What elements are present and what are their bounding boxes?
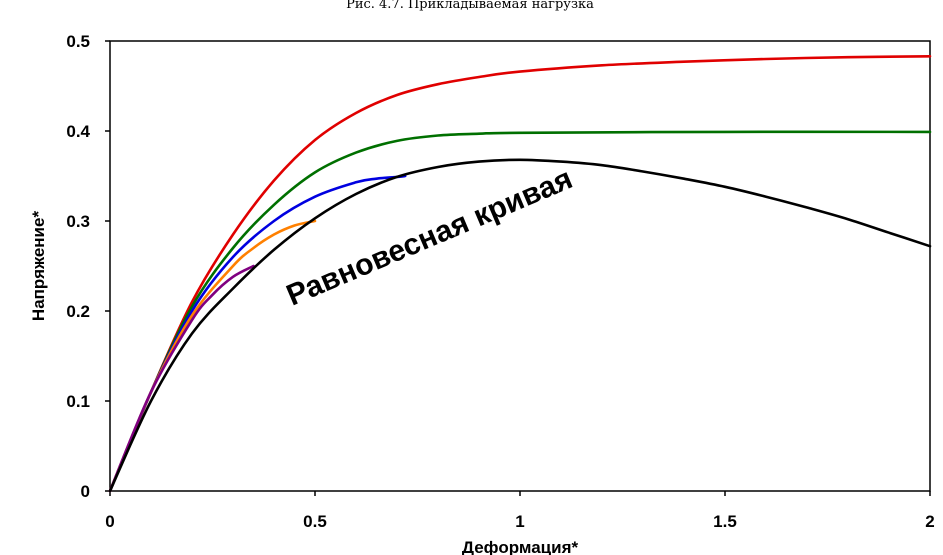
x-tick-label: 1 — [515, 512, 524, 531]
x-tick-label: 0 — [105, 512, 114, 531]
x-axis-label: Деформация* — [462, 538, 579, 555]
axis-ticks: 0 0.5 1 1.5 2 0 0.1 0.2 0.3 0.4 0.5 — [66, 32, 934, 531]
series-group — [108, 55, 932, 493]
x-tick-label: 1.5 — [713, 512, 737, 531]
y-tick-label: 0.2 — [66, 302, 90, 321]
series-line-red — [108, 55, 932, 493]
series-line-black — [108, 158, 932, 493]
y-axis-label: Напряжение* — [29, 211, 48, 322]
y-tick-label: 0.5 — [66, 32, 90, 51]
x-tick-label: 2 — [925, 512, 934, 531]
x-tick-label: 0.5 — [303, 512, 327, 531]
y-tick-label: 0.3 — [66, 212, 90, 231]
series-line-purple — [108, 264, 255, 493]
figure-caption: Рис. 4.7. Прикладываемая нагрузка — [346, 0, 594, 12]
y-tick-label: 0.1 — [66, 392, 90, 411]
y-tick-label: 0 — [81, 482, 90, 501]
series-line-green — [108, 130, 932, 493]
plot-area — [109, 40, 931, 492]
y-tick-label: 0.4 — [66, 122, 90, 141]
